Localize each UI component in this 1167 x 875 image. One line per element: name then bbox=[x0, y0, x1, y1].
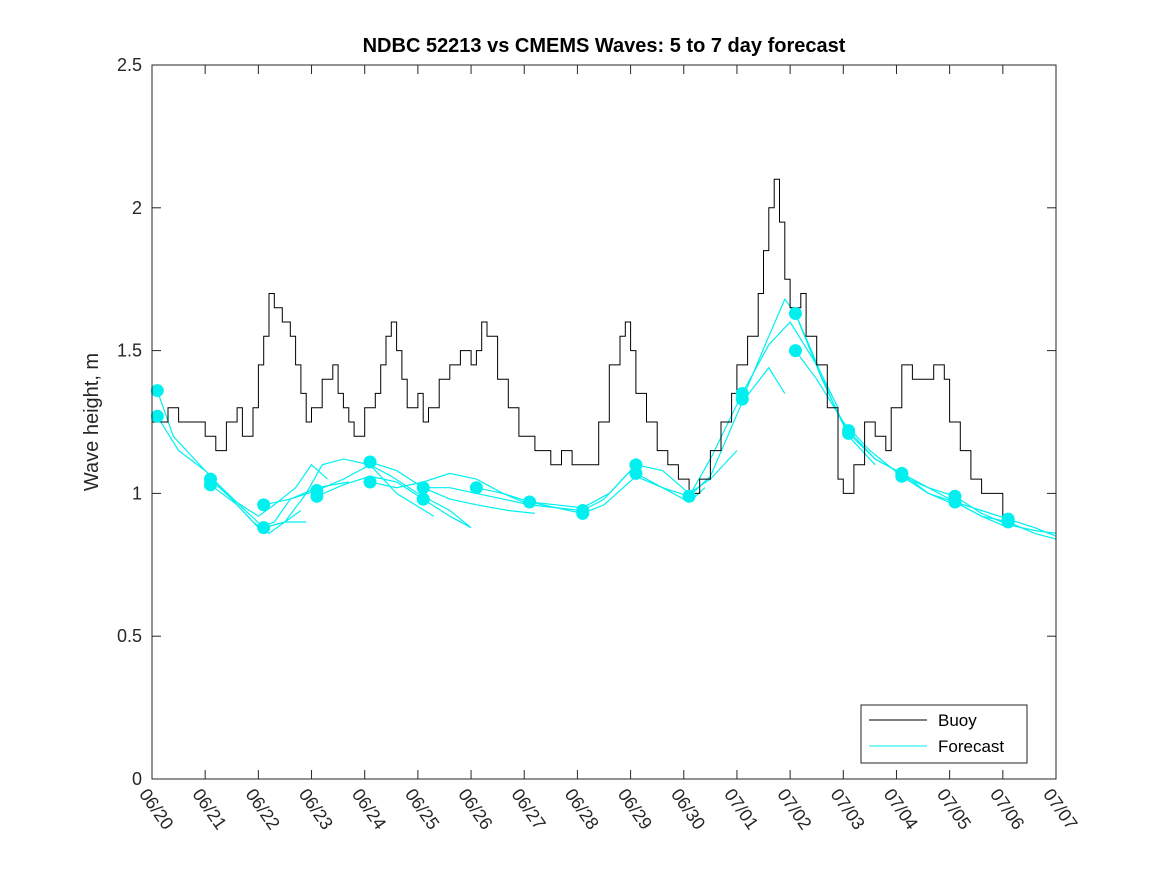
y-tick-label: 2 bbox=[132, 198, 142, 218]
forecast-marker bbox=[363, 475, 377, 489]
x-tick-label: 06/30 bbox=[667, 785, 709, 833]
buoy-line bbox=[152, 178, 1004, 522]
legend-box bbox=[860, 704, 1028, 764]
legend-buoy-label: Buoy bbox=[938, 711, 977, 730]
chart-title: NDBC 52213 vs CMEMS Waves: 5 to 7 day fo… bbox=[363, 35, 846, 57]
forecast-marker bbox=[257, 521, 271, 535]
x-tick-label: 07/03 bbox=[827, 785, 869, 833]
forecast-marker bbox=[363, 455, 377, 469]
forecast-line bbox=[316, 475, 472, 529]
y-tick-label: 1 bbox=[132, 483, 142, 503]
forecast-marker bbox=[948, 495, 962, 509]
forecast-marker bbox=[735, 392, 749, 406]
x-tick-label: 06/27 bbox=[508, 785, 550, 833]
series-layer bbox=[152, 178, 1057, 540]
x-tick-label: 06/28 bbox=[561, 785, 603, 833]
y-axis: 0 0.5 1 1.5 2 2.5 bbox=[117, 55, 1056, 789]
forecast-line bbox=[369, 461, 535, 514]
forecast-marker bbox=[150, 384, 164, 398]
forecast-line bbox=[210, 463, 328, 517]
x-tick-label: 06/24 bbox=[348, 785, 390, 833]
forecast-marker bbox=[469, 481, 483, 495]
forecast-marker bbox=[416, 492, 430, 506]
y-tick-label: 0.5 bbox=[117, 626, 142, 646]
forecast-marker bbox=[310, 489, 324, 503]
forecast-line bbox=[263, 458, 435, 529]
x-tick-label: 06/23 bbox=[295, 785, 337, 833]
x-tick-label: 07/02 bbox=[773, 785, 815, 833]
x-tick-label: 06/22 bbox=[242, 785, 284, 833]
forecast-marker bbox=[788, 344, 802, 358]
forecast-marker bbox=[629, 466, 643, 480]
x-tick-label: 06/25 bbox=[401, 785, 443, 833]
x-tick-label: 07/04 bbox=[880, 785, 922, 833]
forecast-marker bbox=[788, 306, 802, 320]
y-tick-label: 1.5 bbox=[117, 341, 142, 361]
forecast-marker bbox=[523, 495, 537, 509]
forecast-line bbox=[901, 475, 1057, 540]
forecast-marker bbox=[203, 478, 217, 492]
legend: Buoy Forecast bbox=[860, 704, 1028, 764]
y-axis-label: Wave height, m bbox=[81, 353, 103, 491]
forecast-marker bbox=[1001, 515, 1015, 529]
y-tick-label: 2.5 bbox=[117, 55, 142, 75]
x-tick-label: 06/20 bbox=[135, 785, 177, 833]
legend-forecast-label: Forecast bbox=[938, 737, 1004, 756]
plot-frame bbox=[151, 64, 1057, 780]
x-tick-label: 07/01 bbox=[720, 785, 762, 833]
forecast-marker bbox=[150, 409, 164, 423]
x-tick-label: 07/07 bbox=[1039, 785, 1081, 833]
x-tick-label: 07/06 bbox=[986, 785, 1028, 833]
marker-layer bbox=[150, 306, 1015, 535]
forecast-marker bbox=[895, 469, 909, 483]
forecast-marker bbox=[682, 489, 696, 503]
forecast-marker bbox=[842, 426, 856, 440]
x-tick-label: 06/26 bbox=[454, 785, 496, 833]
x-tick-label: 06/21 bbox=[188, 785, 230, 833]
forecast-marker bbox=[576, 506, 590, 520]
forecast-marker bbox=[257, 498, 271, 512]
y-tick-label: 0 bbox=[132, 769, 142, 789]
x-tick-label: 07/05 bbox=[933, 785, 975, 833]
x-tick-label: 06/29 bbox=[614, 785, 656, 833]
forecast-marker bbox=[416, 481, 430, 495]
